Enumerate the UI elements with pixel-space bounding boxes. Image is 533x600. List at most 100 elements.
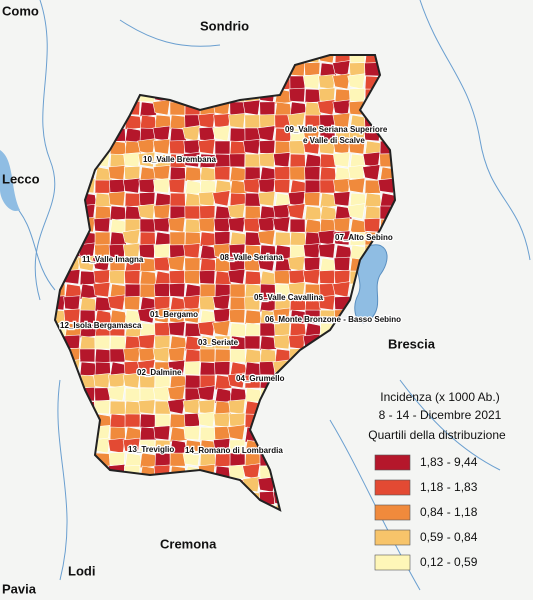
municipality	[274, 270, 291, 285]
municipality	[242, 138, 261, 155]
municipality	[213, 217, 231, 233]
municipality	[169, 452, 186, 467]
municipality	[362, 164, 381, 181]
municipality	[79, 348, 96, 363]
municipality	[244, 309, 262, 325]
municipality	[244, 322, 262, 338]
municipality	[109, 400, 126, 415]
legend-swatch	[374, 454, 411, 471]
municipality	[153, 204, 171, 220]
district-label: 07_Alto Sebino	[335, 233, 393, 242]
municipality	[197, 385, 216, 402]
municipality	[137, 307, 156, 324]
municipality	[302, 138, 321, 155]
municipality	[227, 216, 246, 233]
municipality	[289, 166, 306, 181]
municipality	[229, 348, 246, 363]
municipality	[184, 257, 201, 272]
municipality	[274, 231, 291, 246]
municipality	[107, 294, 126, 311]
municipality	[244, 166, 261, 181]
municipality	[273, 321, 291, 337]
municipality	[229, 322, 247, 338]
municipality	[152, 346, 171, 363]
municipality	[244, 270, 262, 286]
municipality	[319, 153, 337, 169]
municipality	[109, 413, 127, 429]
municipality	[364, 192, 383, 209]
municipality	[303, 191, 321, 207]
municipality	[273, 152, 291, 168]
municipality	[227, 424, 246, 441]
municipality	[199, 231, 217, 247]
neighbor-label: Brescia	[388, 336, 436, 351]
municipality	[333, 217, 351, 233]
municipality	[122, 242, 141, 259]
municipality	[169, 114, 187, 130]
municipality	[184, 361, 201, 376]
legend-label: 0,12 - 0,59	[420, 555, 478, 569]
municipality	[199, 205, 216, 220]
municipality	[79, 361, 97, 377]
municipality	[139, 413, 157, 429]
municipality	[214, 140, 231, 155]
municipality	[124, 270, 141, 285]
municipality	[197, 112, 216, 129]
municipality	[244, 114, 261, 129]
municipality	[55, 309, 67, 325]
municipality	[229, 166, 248, 183]
municipality	[289, 140, 306, 155]
municipality	[244, 205, 261, 220]
neighbor-label: Como	[2, 3, 39, 18]
municipality	[244, 296, 261, 311]
municipality	[333, 230, 351, 246]
municipality	[212, 320, 231, 337]
municipality	[212, 125, 231, 142]
municipality	[318, 243, 336, 259]
municipality	[347, 203, 366, 220]
municipality	[319, 166, 337, 182]
municipality	[377, 177, 395, 194]
municipality	[317, 229, 336, 246]
municipality	[258, 139, 276, 155]
municipality	[227, 203, 246, 220]
municipality	[183, 412, 201, 428]
municipality	[182, 151, 201, 168]
municipality	[94, 348, 112, 364]
municipality	[122, 177, 141, 194]
municipality	[79, 270, 97, 286]
municipality	[317, 99, 336, 116]
municipality	[107, 385, 126, 402]
municipality	[303, 256, 321, 272]
municipality	[183, 139, 201, 155]
municipality	[123, 347, 141, 363]
neighbor-label: Cremona	[160, 536, 217, 551]
municipality	[184, 205, 201, 220]
municipality	[257, 125, 276, 142]
municipality	[63, 295, 81, 311]
municipality	[124, 413, 141, 428]
municipality	[169, 205, 186, 220]
municipality	[93, 269, 111, 285]
municipality	[229, 296, 246, 311]
municipality	[167, 346, 186, 363]
municipality	[169, 231, 186, 246]
municipality	[152, 99, 171, 116]
municipality	[123, 165, 141, 181]
district-label: 04_Grumello	[236, 374, 285, 383]
municipality	[213, 438, 231, 454]
legend-swatch	[374, 504, 411, 521]
municipality	[108, 191, 126, 207]
municipality	[169, 140, 186, 155]
neighbor-label: Lodi	[68, 563, 95, 578]
municipality	[123, 295, 141, 311]
municipality	[214, 348, 231, 363]
municipality	[364, 179, 381, 194]
municipality	[289, 231, 307, 247]
municipality	[274, 166, 291, 181]
municipality	[122, 229, 141, 246]
municipality	[154, 322, 171, 337]
district-label: 12_Isola Bergamasca	[60, 321, 142, 330]
municipality	[168, 321, 186, 337]
district-label: 11_Valle Imagna	[82, 255, 144, 264]
